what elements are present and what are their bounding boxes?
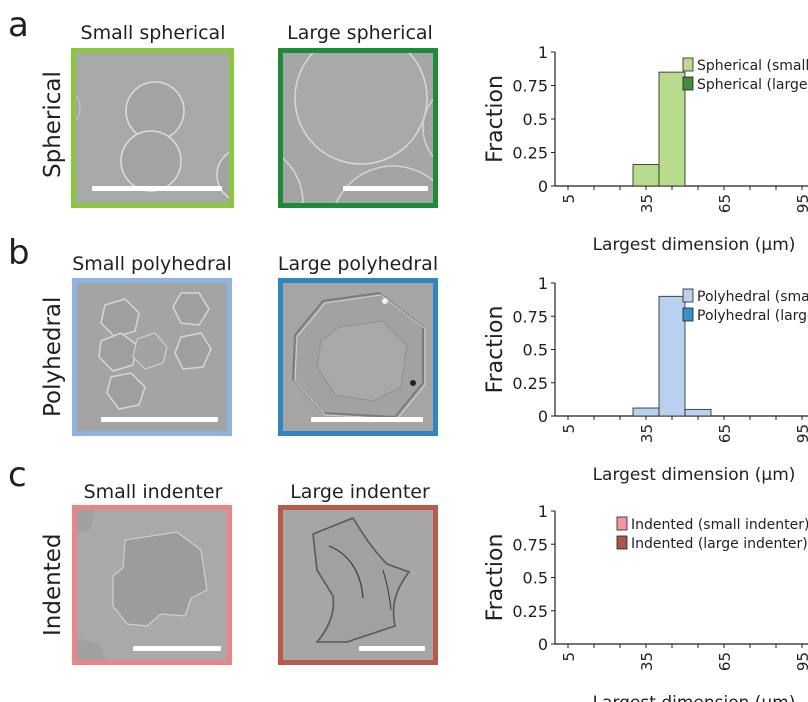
- x-tick-label: 95: [794, 652, 808, 671]
- y-tick-label: 0.5: [523, 569, 548, 588]
- histogram-bar: [659, 72, 685, 186]
- legend-label: Polyhedral (large): [697, 308, 808, 324]
- x-axis-label: Largest dimension (µm): [593, 693, 796, 702]
- x-tick-label: 5: [560, 652, 578, 662]
- y-tick-label: 0.25: [512, 602, 548, 621]
- x-axis-label: Largest dimension (µm): [593, 235, 796, 255]
- y-tick-label: 0.75: [512, 77, 548, 96]
- x-tick-label: 65: [716, 194, 734, 213]
- y-axis-label: Fraction: [483, 306, 508, 394]
- y-tick-label: 0.5: [523, 341, 548, 360]
- y-axis-label: Fraction: [483, 534, 508, 622]
- y-tick-label: 0.25: [512, 144, 548, 163]
- legend-swatch: [617, 517, 627, 530]
- legend-swatch: [683, 77, 693, 90]
- y-tick-label: 1: [538, 274, 548, 293]
- x-tick-label: 5: [560, 424, 578, 434]
- histogram-bar: [659, 296, 685, 416]
- x-tick-label: 65: [716, 424, 734, 443]
- x-tick-label: 95: [794, 194, 808, 213]
- histogram-bar: [685, 409, 711, 416]
- x-tick-label: 35: [638, 424, 656, 443]
- x-tick-label: 35: [638, 194, 656, 213]
- legend-label: Spherical (large): [697, 77, 808, 93]
- legend-label: Indented (small indenter): [631, 517, 808, 533]
- legend-label: Polyhedral (small): [697, 289, 808, 305]
- x-axis-label: Largest dimension (µm): [593, 465, 796, 485]
- legend-swatch: [683, 308, 693, 321]
- histogram-bar: [633, 408, 659, 416]
- y-axis-label: Fraction: [483, 75, 508, 163]
- x-tick-label: 35: [638, 652, 656, 671]
- x-tick-label: 65: [716, 652, 734, 671]
- x-tick-label: 95: [794, 424, 808, 443]
- y-tick-label: 0.5: [523, 110, 548, 129]
- y-tick-label: 0: [538, 177, 548, 196]
- legend-swatch: [683, 58, 693, 71]
- legend-label: Indented (large indenter): [631, 536, 808, 552]
- histogram-bar: [633, 165, 659, 186]
- y-tick-label: 1: [538, 502, 548, 521]
- legend-swatch: [683, 289, 693, 302]
- x-tick-label: 5: [560, 194, 578, 204]
- y-tick-label: 0: [538, 407, 548, 426]
- y-tick-label: 0.75: [512, 307, 548, 326]
- legend-swatch: [617, 536, 627, 549]
- y-tick-label: 0: [538, 635, 548, 654]
- legend-label: Spherical (small): [697, 58, 808, 74]
- y-tick-label: 0.75: [512, 535, 548, 554]
- y-tick-label: 1: [538, 43, 548, 62]
- y-tick-label: 0.25: [512, 374, 548, 393]
